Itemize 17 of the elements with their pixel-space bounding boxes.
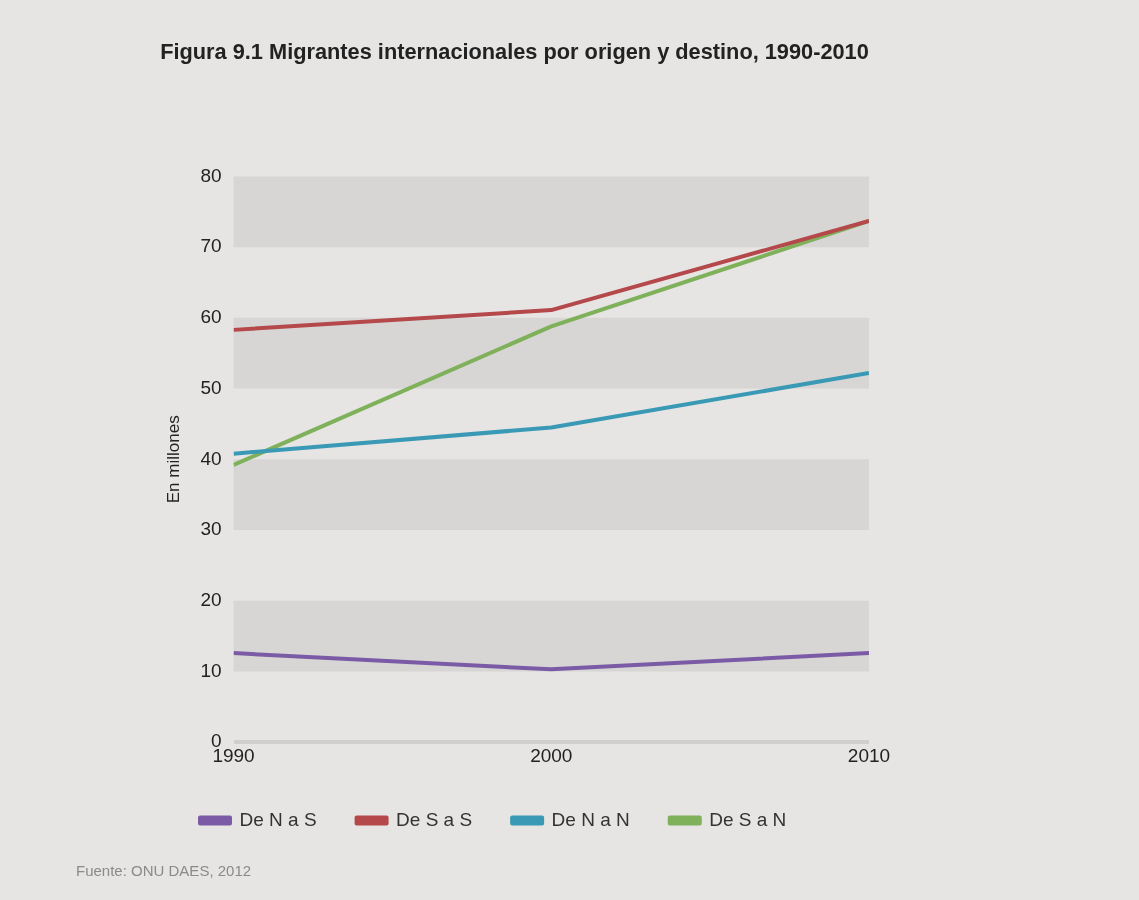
chart-title: Figura 9.1 Migrantes internacionales por origen y destino, 1990-2010 xyxy=(160,39,869,65)
legend-label: De S a N xyxy=(709,808,787,830)
y-tick-label: 80 xyxy=(200,164,222,186)
legend-label: De N a S xyxy=(239,808,317,830)
legend-label: De N a N xyxy=(551,808,630,830)
x-tick-label: 2000 xyxy=(530,744,573,766)
y-tick-label: 50 xyxy=(200,376,222,398)
y-tick-label: 40 xyxy=(200,447,222,469)
y-tick-label: 30 xyxy=(200,518,222,540)
legend-label: De S a S xyxy=(396,808,473,830)
x-tick-label: 2010 xyxy=(847,744,891,766)
source-note: Fuente: ONU DAES, 2012 xyxy=(76,862,252,879)
y-tick-label: 10 xyxy=(200,659,222,681)
y-tick-label: 20 xyxy=(200,588,222,610)
y-tick-label: 60 xyxy=(200,306,222,328)
y-tick-label: 70 xyxy=(200,235,222,257)
y-axis-title: En millones xyxy=(163,415,183,504)
